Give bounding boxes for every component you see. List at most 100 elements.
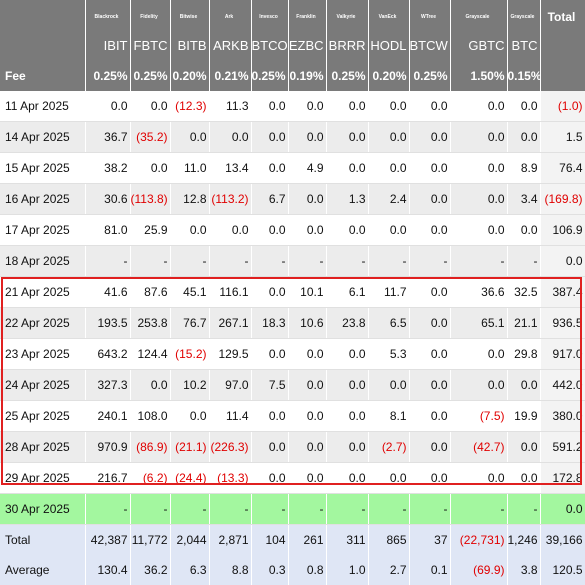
flow-cell: (42.7) xyxy=(450,431,508,463)
date-cell: 24 Apr 2025 xyxy=(0,369,86,401)
flow-cell: 0.0 xyxy=(326,400,369,432)
flow-cell: 0.0 xyxy=(507,121,541,153)
ticker-label: EZBC xyxy=(288,30,327,60)
flow-cell: 0.0 xyxy=(409,307,451,339)
flow-cell: 30.6 xyxy=(85,183,131,215)
flow-cell: 0.0 xyxy=(450,183,508,215)
summary-total-cell: 120.5 xyxy=(540,555,585,585)
table-row: 18 Apr 2025- - - - - - - - - - -0.0 xyxy=(0,245,585,277)
fee-label: Fee xyxy=(0,60,86,91)
row-total-cell: (1.0) xyxy=(540,91,585,122)
flow-cell: 8.9 xyxy=(507,152,541,184)
row-total-cell: 387.4 xyxy=(540,276,585,308)
flow-cell: 0.0 xyxy=(450,91,508,122)
flow-cell: 0.0 xyxy=(251,214,289,246)
flow-cell: 1.3 xyxy=(326,183,369,215)
flow-cell: 0.0 xyxy=(130,91,171,122)
table-row: 16 Apr 2025 30.6 (113.8) 12.8 (113.2) 6.7 0.0 1… xyxy=(0,183,585,215)
ticker-total-blank xyxy=(540,30,585,60)
flow-cell: (6.2) xyxy=(130,462,171,494)
average-row: Average 130.4 36.2 6.3 8.8 0.3 0.8 1.0 2.7 0.1 (69… xyxy=(0,555,585,585)
summary-cell: 1,246 xyxy=(507,524,541,555)
flow-cell: 108.0 xyxy=(130,400,171,432)
flow-cell: 11.0 xyxy=(170,152,210,184)
flow-cell: (113.8) xyxy=(130,183,171,215)
table-row: 25 Apr 2025 240.1 108.0 0.0 11.4 0.0 0.0 0.0 8.1… xyxy=(0,400,585,432)
flow-cell: 29.8 xyxy=(507,338,541,370)
summary-label: Average xyxy=(0,555,86,585)
summary-cell: 130.4 xyxy=(85,555,131,585)
date-cell: 28 Apr 2025 xyxy=(0,431,86,463)
fee-value: 0.20% xyxy=(368,60,410,91)
flow-cell: 0.0 xyxy=(326,214,369,246)
issuer-label: VanEck xyxy=(368,0,410,30)
issuer-label: Invesco xyxy=(251,0,289,30)
flow-cell: 0.0 xyxy=(326,462,369,494)
summary-cell: 0.1 xyxy=(409,555,451,585)
flow-cell: 41.6 xyxy=(85,276,131,308)
summary-cell: 2,871 xyxy=(209,524,252,555)
flow-cell: 0.0 xyxy=(170,121,210,153)
flow-cell: 8.1 xyxy=(368,400,410,432)
flow-cell: 0.0 xyxy=(507,369,541,401)
flow-cell: - xyxy=(368,493,410,525)
flow-cell: 23.8 xyxy=(326,307,369,339)
flow-cell: 0.0 xyxy=(409,338,451,370)
flow-cell: 11.4 xyxy=(209,400,252,432)
flow-cell: 0.0 xyxy=(409,462,451,494)
table-row: 30 Apr 2025- - - - - - - - - - -0.0 xyxy=(0,493,585,525)
summary-cell: 11,772 xyxy=(130,524,171,555)
flow-cell: 11.7 xyxy=(368,276,410,308)
summary-cell: 37 xyxy=(409,524,451,555)
table-row: 29 Apr 2025 216.7 (6.2) (24.4) (13.3) 0.0 0.0 0… xyxy=(0,462,585,494)
flow-cell: 0.0 xyxy=(288,183,327,215)
date-cell: 30 Apr 2025 xyxy=(0,493,86,525)
flow-cell: 0.0 xyxy=(288,400,327,432)
issuer-label: Valkyrie xyxy=(326,0,369,30)
flow-cell: 0.0 xyxy=(288,369,327,401)
flow-cell: (2.7) xyxy=(368,431,410,463)
flow-cell: - xyxy=(288,245,327,277)
flow-cell: 0.0 xyxy=(251,91,289,122)
issuer-label: Franklin xyxy=(288,0,327,30)
flow-cell: 0.0 xyxy=(251,121,289,153)
flow-cell: (13.3) xyxy=(209,462,252,494)
summary-cell: 36.2 xyxy=(130,555,171,585)
flow-cell: - xyxy=(326,493,369,525)
ticker-label: FBTC xyxy=(130,30,171,60)
flow-cell: 6.7 xyxy=(251,183,289,215)
issuer-header-row: Blackrock Fidelity Bitwise Ark Invesco Frankl… xyxy=(0,0,585,30)
issuer-label: Fidelity xyxy=(130,0,171,30)
flow-cell: - xyxy=(251,493,289,525)
flow-cell: - xyxy=(170,245,210,277)
flow-cell: 129.5 xyxy=(209,338,252,370)
summary-cell: 2,044 xyxy=(170,524,210,555)
flow-cell: 0.0 xyxy=(409,431,451,463)
flow-cell: 0.0 xyxy=(368,462,410,494)
summary-cell: 261 xyxy=(288,524,327,555)
flow-cell: 5.3 xyxy=(368,338,410,370)
flow-cell: - xyxy=(507,245,541,277)
flow-cell: 0.0 xyxy=(450,369,508,401)
flow-cell: (24.4) xyxy=(170,462,210,494)
ticker-label: ARKB xyxy=(209,30,252,60)
flow-cell: 87.6 xyxy=(130,276,171,308)
flow-cell: 0.0 xyxy=(507,214,541,246)
table-row: 14 Apr 2025 36.7 (35.2) 0.0 0.0 0.0 0.0 0.0 0.0 0… xyxy=(0,121,585,153)
flow-cell: 0.0 xyxy=(170,400,210,432)
table-row: 15 Apr 2025 38.2 0.0 11.0 13.4 0.0 4.9 0.0 0.0 0.… xyxy=(0,152,585,184)
flow-cell: 6.5 xyxy=(368,307,410,339)
flow-cell: - xyxy=(409,493,451,525)
corner-cell xyxy=(0,0,86,30)
flow-cell: 0.0 xyxy=(507,431,541,463)
fee-value: 0.15% xyxy=(507,60,541,91)
summary-cell: 0.3 xyxy=(251,555,289,585)
fee-value: 1.50% xyxy=(450,60,508,91)
flow-cell: (7.5) xyxy=(450,400,508,432)
flow-cell: 253.8 xyxy=(130,307,171,339)
flow-cell: - xyxy=(288,493,327,525)
flow-cell: - xyxy=(130,493,171,525)
summary-cell: 6.3 xyxy=(170,555,210,585)
flow-cell: 0.0 xyxy=(507,91,541,122)
flow-cell: 0.0 xyxy=(288,121,327,153)
